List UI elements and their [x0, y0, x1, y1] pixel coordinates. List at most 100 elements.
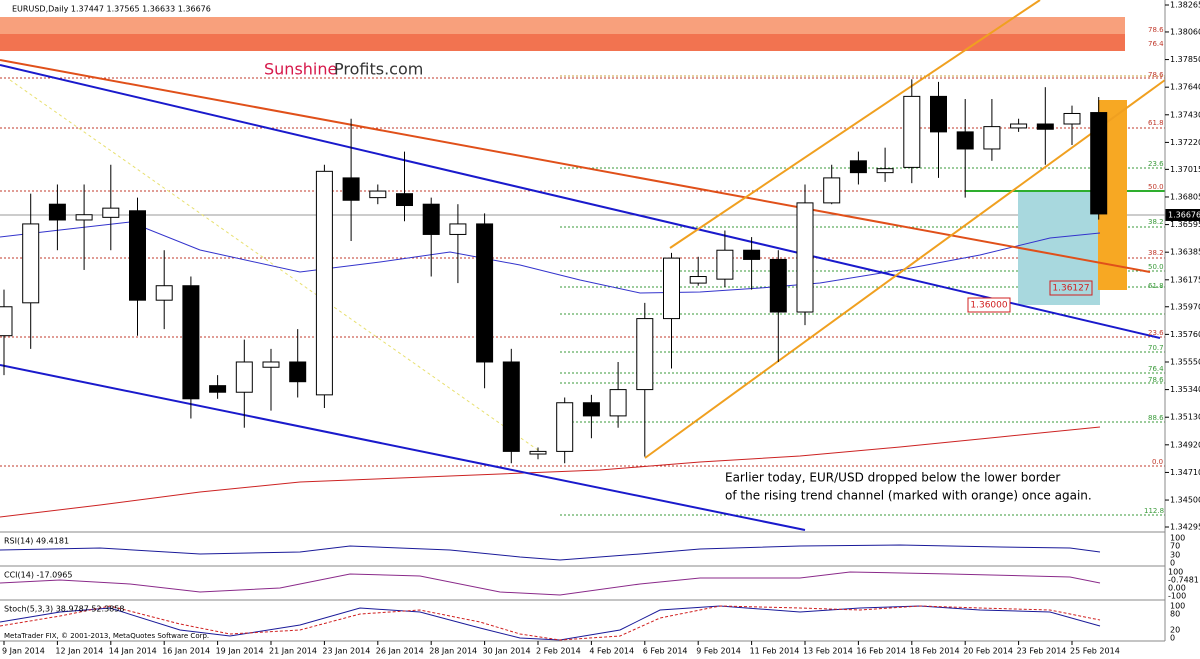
y-tick-label: 1.35760 [1170, 330, 1200, 339]
annotation: Earlier today, EUR/USD dropped below the… [725, 471, 1060, 485]
y-tick-label: 1.36595 [1170, 220, 1200, 229]
indicator-scale: 20 [1170, 626, 1180, 635]
candle-body [743, 249, 761, 260]
fib-label: 38.2 [1148, 249, 1164, 257]
candle-body [983, 126, 1001, 150]
candle-body [289, 361, 307, 383]
candle-body [636, 318, 654, 391]
candle-body [849, 160, 867, 174]
rising-channel [644, 79, 1166, 459]
x-tick-label: 12 Jan 2014 [55, 647, 103, 656]
y-tick-label: 1.37015 [1170, 165, 1200, 174]
fib-label: 0.0 [1152, 458, 1163, 466]
channel-line [0, 59, 1151, 273]
indicator-scale: -0.7481 [1168, 576, 1199, 585]
price-tag-label: 1.36127 [1052, 284, 1089, 294]
x-tick-label: 9 Jan 2014 [2, 647, 45, 656]
indicator-scale: 30 [1170, 551, 1180, 560]
candle-body [1036, 123, 1054, 130]
candle-body [1090, 112, 1108, 215]
rsi-line [0, 544, 1101, 561]
fib-label: 76.4 [1148, 365, 1164, 373]
candle-body [209, 385, 227, 393]
candle-body [342, 177, 360, 201]
candle-body [1063, 112, 1081, 125]
x-tick-label: 26 Jan 2014 [376, 647, 424, 656]
candle-body [609, 389, 627, 417]
x-tick-label: 21 Jan 2014 [269, 647, 317, 656]
fib-label: 78.6 [1148, 71, 1164, 79]
channel-line [0, 64, 1161, 339]
logo: Profits.com [334, 60, 423, 79]
x-tick-label: 30 Jan 2014 [483, 647, 531, 656]
x-tick-label: 9 Feb 2014 [696, 647, 741, 656]
y-tick-label: 1.34500 [1170, 496, 1200, 505]
symbol-header: EURUSD,Daily 1.37447 1.37565 1.36633 1.3… [12, 5, 211, 14]
indicator-label: Stoch(5,3,3) 38.9787 52.3858 [4, 605, 124, 614]
channel-line [0, 364, 806, 531]
fib-label: 70.7 [1148, 344, 1164, 352]
indicator-scale: 0 [1170, 559, 1175, 568]
fib-label: 78.6 [1148, 26, 1164, 34]
candle-body [823, 177, 841, 204]
candle-body [102, 207, 120, 218]
logo: Sunshine [264, 60, 337, 79]
y-tick-label: 1.34710 [1170, 468, 1200, 477]
x-tick-label: 28 Jan 2014 [429, 647, 477, 656]
fib-labels: 78.6 76.4 78.6 61.8 23.6 50.0 38.2 38.2 … [1144, 26, 1164, 515]
y-tick-label: 1.35970 [1170, 302, 1200, 311]
indicator-scale: 70 [1170, 542, 1180, 551]
indicator-scale: 100 [1170, 602, 1185, 611]
x-tick-label: 4 Feb 2014 [589, 647, 634, 656]
candle-body [315, 170, 333, 396]
candle-body [262, 361, 280, 368]
candles [0, 79, 1108, 464]
y-tick-label: 1.37640 [1170, 83, 1200, 92]
y-tick-label: 1.37220 [1170, 138, 1200, 147]
candle-body [1010, 123, 1028, 129]
candle-body [369, 190, 387, 199]
resistance-zone [0, 34, 1125, 51]
fib-label: 78.6 [1148, 376, 1164, 384]
candle-body [796, 202, 814, 313]
moving-average [0, 426, 1101, 518]
fib-label: 61.8 [1148, 282, 1164, 290]
y-tick-label: 1.34920 [1170, 440, 1200, 449]
x-tick-label: 18 Feb 2014 [910, 647, 960, 656]
indicator-label: CCI(14) -17.0965 [4, 571, 72, 580]
candle-body [235, 361, 253, 393]
indicator-scale: 0 [1170, 634, 1175, 643]
x-tick-label: 14 Jan 2014 [109, 647, 157, 656]
x-tick-label: 19 Jan 2014 [216, 647, 264, 656]
candle-body [48, 203, 66, 221]
indicator-scale: -100 [1168, 592, 1186, 601]
y-tick-label: 1.36175 [1170, 275, 1200, 284]
candle-body [449, 223, 467, 235]
fib-label: 23.6 [1148, 329, 1164, 337]
candle-body [956, 131, 974, 150]
copyright: MetaTrader FIX, © 2001-2013, MetaQuotes … [4, 632, 209, 640]
candle-body [182, 285, 200, 400]
candle-body [476, 223, 494, 363]
candle-body [529, 450, 547, 455]
candle-body [396, 193, 413, 207]
x-tick-label: 11 Feb 2014 [750, 647, 800, 656]
indicator-scale: 80 [1170, 610, 1180, 619]
candle-body [689, 276, 707, 284]
fib-label: 50.0 [1148, 183, 1164, 191]
candle-body [0, 306, 13, 337]
fib-label: 38.2 [1148, 218, 1164, 226]
stoch-signal [0, 605, 1101, 641]
price-tag [1049, 280, 1093, 296]
x-tick-label: 20 Feb 2014 [963, 647, 1013, 656]
candle-body [716, 249, 734, 280]
x-tick-label: 16 Feb 2014 [856, 647, 906, 656]
y-tick-label: 1.35550 [1170, 357, 1200, 366]
resistance-zone [0, 17, 1125, 34]
indicator-scale: 100 [1168, 568, 1183, 577]
indicator-label: RSI(14) 49.4181 [4, 537, 69, 546]
fib-label: 61.8 [1148, 119, 1164, 127]
candle-body [556, 402, 574, 452]
x-tick-label: 6 Feb 2014 [643, 647, 688, 656]
